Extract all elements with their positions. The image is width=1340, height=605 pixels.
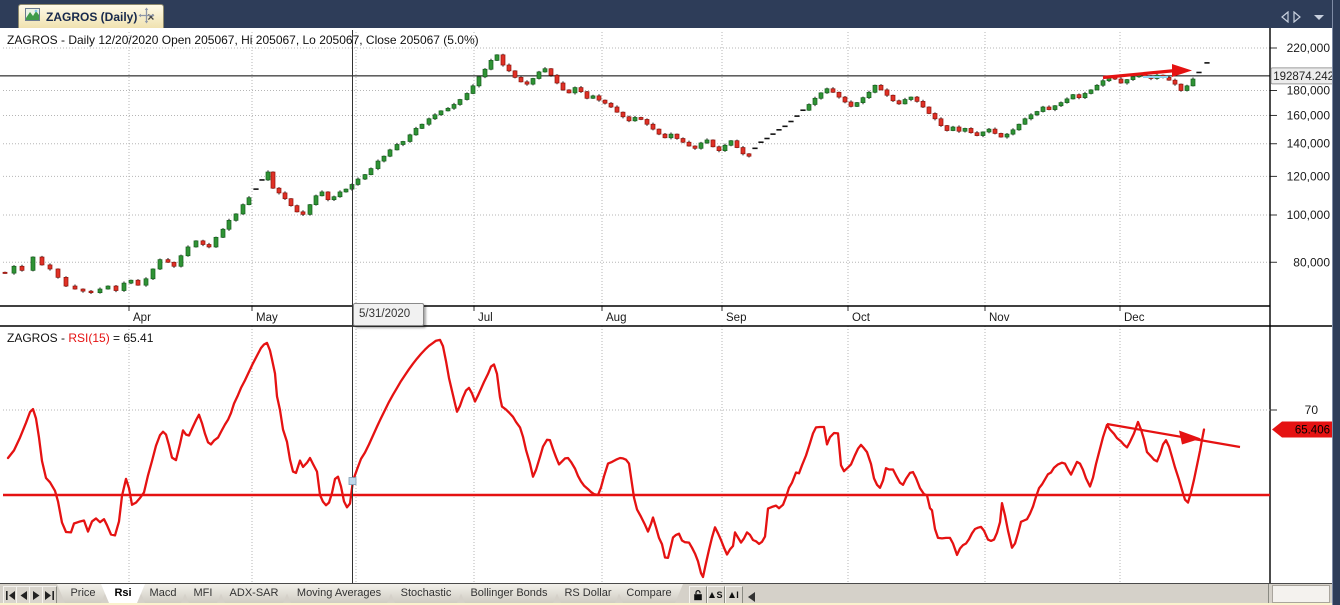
triangle-icon xyxy=(729,592,736,598)
indicator-button[interactable]: I xyxy=(725,586,743,604)
chart-area: 220,000 180,000 160,000 140,000 120,000 100,0… xyxy=(0,28,1340,583)
tab-price[interactable]: Price xyxy=(57,584,109,603)
scroll-right-icon[interactable] xyxy=(1293,10,1301,24)
date-tooltip: 5/31/2020 xyxy=(353,303,424,326)
lock-button[interactable] xyxy=(689,586,707,604)
tab-scroll-arrows xyxy=(1280,10,1328,28)
tab-list-dropdown-icon[interactable] xyxy=(1314,15,1324,20)
bottombar-panel xyxy=(1272,585,1330,603)
chart-document-icon xyxy=(25,7,40,26)
svg-text:80,000: 80,000 xyxy=(1293,255,1330,269)
move-cross-icon[interactable] xyxy=(138,7,155,29)
svg-text:140,000: 140,000 xyxy=(1287,137,1331,151)
document-tab-bar: ZAGROS (Daily) × xyxy=(0,0,1340,28)
svg-text:100,000: 100,000 xyxy=(1287,208,1331,222)
svg-text:Aug: Aug xyxy=(606,312,626,324)
price-chart-title: ZAGROS - Daily 12/20/2020 Open 205067, H… xyxy=(7,33,479,47)
svg-text:May: May xyxy=(256,312,278,324)
tab-mfi[interactable]: MFI xyxy=(181,584,225,603)
svg-text:192874.242: 192874.242 xyxy=(1273,71,1334,83)
tab-close-icon[interactable]: × xyxy=(147,9,155,24)
svg-text:120,000: 120,000 xyxy=(1287,169,1331,183)
svg-text:Apr: Apr xyxy=(133,312,151,324)
svg-text:Sep: Sep xyxy=(726,312,746,324)
rsi-title-symbol: ZAGROS - xyxy=(7,331,69,345)
indicator-button-label: I xyxy=(736,590,739,600)
svg-text:Jul: Jul xyxy=(478,312,493,324)
tab-adx-sar[interactable]: ADX-SAR xyxy=(217,584,291,603)
tab-compare[interactable]: Compare xyxy=(615,584,683,603)
svg-text:70: 70 xyxy=(1305,403,1319,417)
scroll-tabs-left-icon[interactable] xyxy=(747,589,755,605)
tab-moving-averages[interactable]: Moving Averages xyxy=(283,584,395,603)
tab-rs-dollar[interactable]: RS Dollar xyxy=(553,584,623,603)
svg-text:160,000: 160,000 xyxy=(1287,108,1331,122)
window-right-border xyxy=(1332,0,1340,605)
document-tab-label: ZAGROS (Daily) xyxy=(46,9,138,24)
svg-text:220,000: 220,000 xyxy=(1287,41,1331,55)
price-rsi-chart-canvas[interactable]: 220,000 180,000 160,000 140,000 120,000 100,0… xyxy=(0,28,1340,583)
bottombar-highlight-strip xyxy=(0,603,1340,605)
tab-bollinger-bonds[interactable]: Bollinger Bonds xyxy=(457,584,561,603)
document-tab[interactable]: ZAGROS (Daily) × xyxy=(18,4,165,28)
tab-stochastic[interactable]: Stochastic xyxy=(387,584,465,603)
scroll-left-icon[interactable] xyxy=(1281,10,1289,24)
scale-button[interactable]: S xyxy=(707,586,725,604)
scale-button-label: S xyxy=(716,590,723,600)
rsi-panel-title: ZAGROS - RSI(15) = 65.41 xyxy=(7,331,153,345)
indicator-tab-bar: Price Rsi Macd MFI ADX-SAR Moving Averages Sto… xyxy=(0,583,1340,605)
svg-text:Oct: Oct xyxy=(852,312,871,324)
bottombar-divider xyxy=(1268,584,1269,603)
triangle-icon xyxy=(709,592,716,598)
svg-text:180,000: 180,000 xyxy=(1287,84,1331,98)
svg-text:Dec: Dec xyxy=(1124,312,1145,324)
rsi-title-indicator: RSI(15) xyxy=(68,331,110,345)
tab-macd[interactable]: Macd xyxy=(137,584,189,603)
svg-text:Nov: Nov xyxy=(989,312,1010,324)
svg-text:65.406: 65.406 xyxy=(1295,425,1330,437)
last-tab-button[interactable] xyxy=(42,586,57,604)
rsi-title-value: = 65.41 xyxy=(109,331,154,345)
tab-rsi[interactable]: Rsi xyxy=(101,584,145,603)
lock-icon xyxy=(694,589,702,600)
